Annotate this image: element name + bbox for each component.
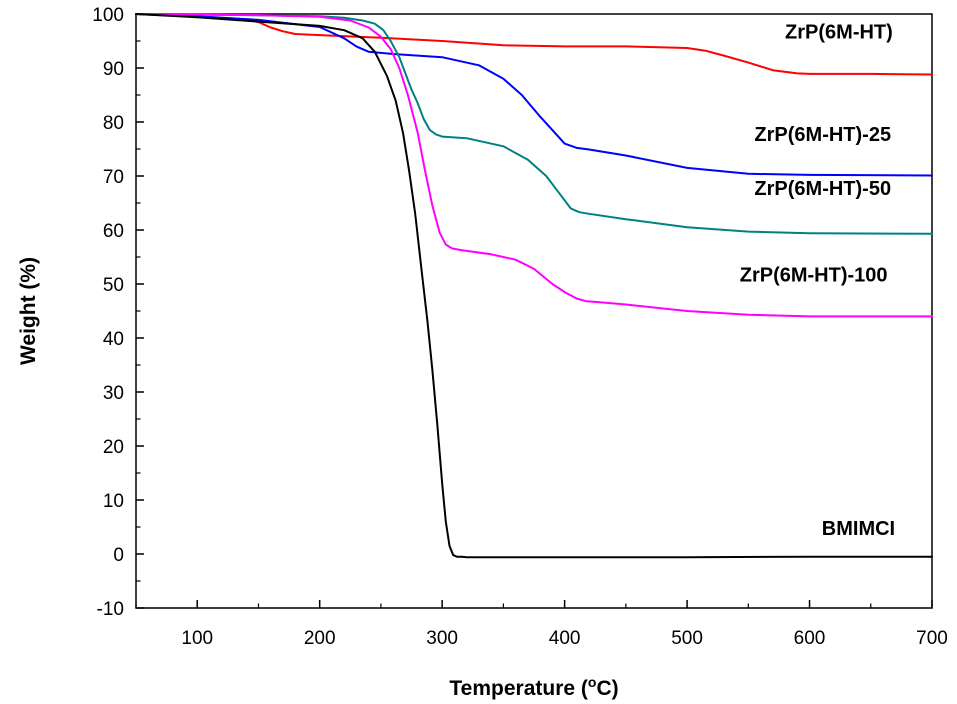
- x-tick-label: 300: [426, 628, 458, 649]
- series-labels: ZrP(6M-HT) ZrP(6M-HT)-25 ZrP(6M-HT)-50 ZrP(…: [740, 21, 895, 540]
- series-line-zrp-6m-ht-25: [135, 13, 933, 177]
- x-tick-label: 100: [181, 628, 213, 649]
- y-axis-title: Weight (%): [17, 257, 40, 365]
- x-tick-label: 200: [304, 628, 336, 649]
- y-tick-label: 60: [103, 221, 124, 242]
- x-tick-label: 500: [671, 628, 703, 649]
- y-tick-label: 10: [103, 491, 124, 512]
- y-tick-label: 90: [103, 59, 124, 80]
- series-layer: [135, 13, 933, 559]
- series-label: BMIMCI: [822, 518, 895, 540]
- y-tick-label: 20: [103, 437, 124, 458]
- y-tick-label: 30: [103, 383, 124, 404]
- x-tick-label: 700: [916, 628, 948, 649]
- x-axis-title: Temperature (oC): [449, 674, 618, 700]
- y-tick-label: -10: [97, 599, 124, 620]
- y-tick-label: 80: [103, 113, 124, 134]
- x-tick-label: 400: [549, 628, 581, 649]
- axis-ticks: 100 200 300 400 500 600 700 -10 0 10 20 30 40 50 60 70 8…: [92, 5, 948, 649]
- series-label: ZrP(6M-HT): [785, 21, 893, 43]
- series-line-zrp-6m-ht: [135, 13, 933, 76]
- series-label: ZrP(6M-HT)-25: [754, 124, 891, 146]
- y-tick-label: 50: [103, 275, 124, 296]
- x-axis-title-unit: C): [596, 677, 618, 700]
- y-tick-label: 0: [113, 545, 124, 566]
- series-line-bmimci: [135, 13, 933, 559]
- plot-frame: [135, 13, 933, 609]
- series-label: ZrP(6M-HT)-50: [754, 178, 891, 200]
- series-line-zrp-6m-ht-50: [135, 13, 933, 235]
- series-line-zrp-6m-ht-100: [135, 13, 933, 318]
- y-tick-label: 100: [92, 5, 124, 26]
- series-label: ZrP(6M-HT)-100: [740, 264, 888, 286]
- y-tick-label: 40: [103, 329, 124, 350]
- x-axis-title-main: Temperature (: [449, 677, 587, 700]
- x-axis-title-sup: o: [588, 674, 597, 690]
- y-tick-label: 70: [103, 167, 124, 188]
- x-tick-label: 600: [794, 628, 826, 649]
